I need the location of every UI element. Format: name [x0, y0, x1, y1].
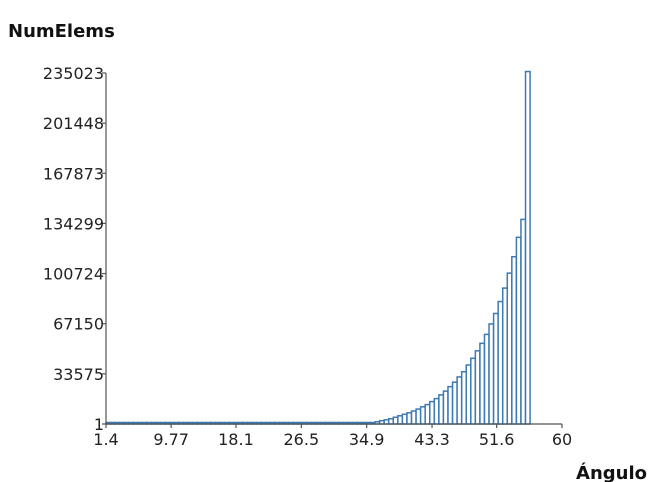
- y-tick-label: 1: [94, 415, 104, 434]
- x-tick-label: 34.9: [349, 430, 385, 449]
- x-tick-label: 1.4: [93, 430, 118, 449]
- y-ticks-group: 235023 201448 167873 134299 100724 67150 33575…: [43, 64, 106, 434]
- y-axis-label: NumElems: [8, 21, 115, 42]
- y-tick-label: 33575: [53, 365, 104, 384]
- x-tick-label: 18.1: [218, 430, 254, 449]
- histogram-bar: [524, 70, 531, 425]
- x-axis-label: Ángulo: [576, 462, 647, 482]
- x-tick-label: 51.6: [479, 430, 515, 449]
- bars-group: [105, 70, 531, 425]
- x-tick-label: 9.77: [153, 430, 189, 449]
- y-tick-label: 100724: [43, 265, 104, 284]
- y-tick-label: 134299: [43, 214, 104, 233]
- x-tick-label: 43.3: [414, 430, 450, 449]
- y-tick-label: 235023: [43, 64, 104, 83]
- x-ticks-group: 1.4 9.77 18.1 26.5 34.9 43.3 51.6 60: [93, 424, 572, 449]
- y-tick-label: 67150: [53, 315, 104, 334]
- y-tick-label: 167873: [43, 164, 104, 183]
- y-tick-label: 201448: [43, 114, 104, 133]
- x-tick-label: 26.5: [284, 430, 320, 449]
- x-tick-label: 60: [552, 430, 572, 449]
